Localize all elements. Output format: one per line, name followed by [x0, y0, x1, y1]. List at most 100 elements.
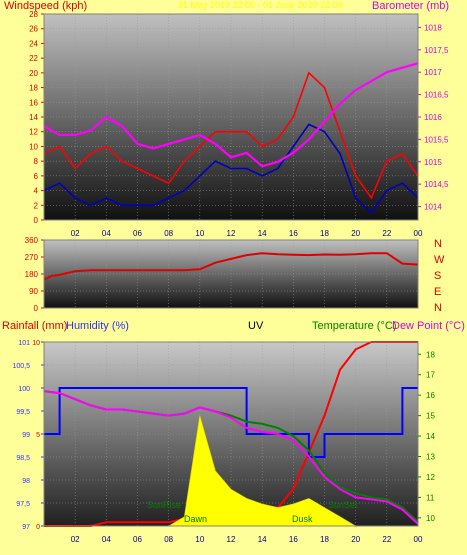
compass-label-e: E	[434, 286, 442, 298]
wind-ytick-label: 14	[29, 113, 38, 122]
dew-series-line	[43, 390, 419, 525]
baro-ytick-label: 1015	[424, 158, 442, 167]
hum-ytick-label: 97	[22, 524, 30, 531]
wind-ytick-label: 6	[34, 172, 39, 181]
hum-ytick-label: 97,5	[16, 501, 30, 508]
dir-ytick-label: 0	[34, 304, 39, 313]
wind-ytick-label: 20	[29, 69, 38, 78]
dawn-marker-label: Dawn	[184, 514, 208, 524]
baro-ytick-label: 1014	[424, 203, 442, 212]
temp-ytick-label: 16	[426, 391, 435, 400]
wind-ytick-label: 0	[34, 216, 39, 225]
clim-xtick-label: 08	[164, 535, 173, 544]
compass-label-s: S	[434, 270, 442, 282]
dir-ytick-label: 270	[25, 253, 39, 262]
temperature-axis-label: Temperature (°C)	[312, 320, 397, 332]
compass-label-n-top: N	[434, 238, 442, 250]
hum-ytick-label: 98,5	[16, 455, 30, 462]
wind-series-line-1	[43, 123, 419, 214]
uv-axis-label: UV	[248, 320, 264, 332]
hum-ytick-label: 100,5	[12, 363, 30, 370]
baro-ytick-label: 1016,5	[424, 91, 449, 100]
baro-ytick-label: 1017,5	[424, 46, 449, 55]
sunrise-marker-label: SunRise	[147, 500, 182, 510]
compass-label-n-bottom: N	[434, 302, 442, 314]
climate-series	[43, 341, 419, 527]
wind-ytick-label: 24	[29, 39, 38, 48]
direction-ticks: 0 90 180 270 360	[25, 236, 419, 313]
dewpoint-axis-label: Dew Point (°C)	[392, 320, 465, 332]
baro-ytick-label: 1016	[424, 113, 442, 122]
baro-ytick-label: 1018	[424, 23, 442, 32]
wind-ytick-label: 10	[29, 142, 38, 151]
wind-xtick-label: 04	[102, 229, 111, 238]
wind-xtick-label: 22	[382, 229, 391, 238]
wind-xtick-label: 18	[320, 229, 329, 238]
temp-ytick-label: 13	[426, 452, 435, 461]
wind-ytick-label: 8	[34, 157, 39, 166]
wind-xtick-label: 00	[414, 229, 423, 238]
clim-xtick-label: 12	[227, 535, 236, 544]
wind-xtick-label: 02	[71, 229, 80, 238]
clim-frame	[43, 341, 419, 527]
dir-series-line	[43, 252, 419, 281]
wind-xtick-label: 20	[351, 229, 360, 238]
wind-xtick-label: 16	[289, 229, 298, 238]
climate-ticks: 9797,59898,59999,5100100,510105101011121…	[12, 340, 435, 544]
humidity-series-line	[44, 387, 418, 458]
direction-series	[43, 252, 419, 281]
baro-ytick-label: 1015,5	[424, 135, 449, 144]
wind-xtick-label: 12	[227, 229, 236, 238]
baro-ytick-label: 1014,5	[424, 180, 449, 189]
wind-ytick-label: 18	[29, 84, 38, 93]
rain-ytick-label: 5	[36, 432, 40, 439]
temp-ytick-label: 10	[426, 514, 435, 523]
dir-frame	[43, 239, 419, 309]
clim-xtick-label: 20	[351, 535, 360, 544]
temp-ytick-label: 18	[426, 350, 435, 359]
wind-series	[43, 62, 419, 214]
clim-xtick-label: 10	[195, 535, 204, 544]
temp-ytick-label: 15	[426, 412, 435, 421]
wind-ticks: 024681012141618202224262810141014,510151…	[29, 10, 449, 238]
compass-label-w: W	[434, 254, 445, 266]
wind-series-line-0	[43, 71, 419, 200]
wind-ytick-label: 12	[29, 128, 38, 137]
wind-xtick-label: 08	[164, 229, 173, 238]
clim-xtick-label: 22	[382, 535, 391, 544]
rainfall-axis-label: Rainfall (mm)	[2, 320, 68, 332]
temp-ytick-label: 11	[426, 493, 435, 502]
clim-xtick-label: 14	[258, 535, 267, 544]
clim-xtick-label: 18	[320, 535, 329, 544]
wind-ytick-label: 4	[34, 187, 39, 196]
barometer-axis-label: Barometer (mb)	[372, 0, 450, 12]
chart-subtitle: 31 May 2019 22:00 - 01 June 2019 22:00	[178, 0, 343, 10]
wind-ytick-label: 26	[29, 25, 38, 34]
dir-ytick-label: 360	[25, 236, 39, 245]
temp-ytick-label: 14	[426, 432, 435, 441]
rain-ytick-label: 0	[36, 524, 40, 531]
wind-xtick-label: 06	[133, 229, 142, 238]
sunset-marker-label: SunSet	[328, 500, 358, 510]
clim-xtick-label: 16	[289, 535, 298, 544]
wind-xtick-label: 10	[195, 229, 204, 238]
wind-frame	[43, 13, 419, 221]
clim-xtick-label: 02	[71, 535, 80, 544]
wind-ytick-label: 28	[29, 10, 38, 19]
windspeed-axis-label: Windspeed (kph)	[4, 0, 88, 12]
wind-ytick-label: 2	[34, 201, 39, 210]
dir-ytick-label: 180	[25, 270, 39, 279]
humidity-axis-label: Humidity (%)	[66, 320, 129, 332]
wind-ytick-label: 22	[29, 54, 38, 63]
hum-ytick-label: 100	[18, 386, 30, 393]
wind-ytick-label: 16	[29, 98, 38, 107]
hum-ytick-label: 99	[22, 432, 30, 439]
wind-xtick-label: 14	[258, 229, 267, 238]
rain-ytick-label: 10	[32, 340, 40, 347]
hum-ytick-label: 99,5	[16, 409, 30, 416]
temp-ytick-label: 12	[426, 473, 435, 482]
baro-ytick-label: 1017	[424, 68, 442, 77]
hum-ytick-label: 101	[18, 340, 30, 347]
dir-ytick-label: 90	[29, 287, 38, 296]
